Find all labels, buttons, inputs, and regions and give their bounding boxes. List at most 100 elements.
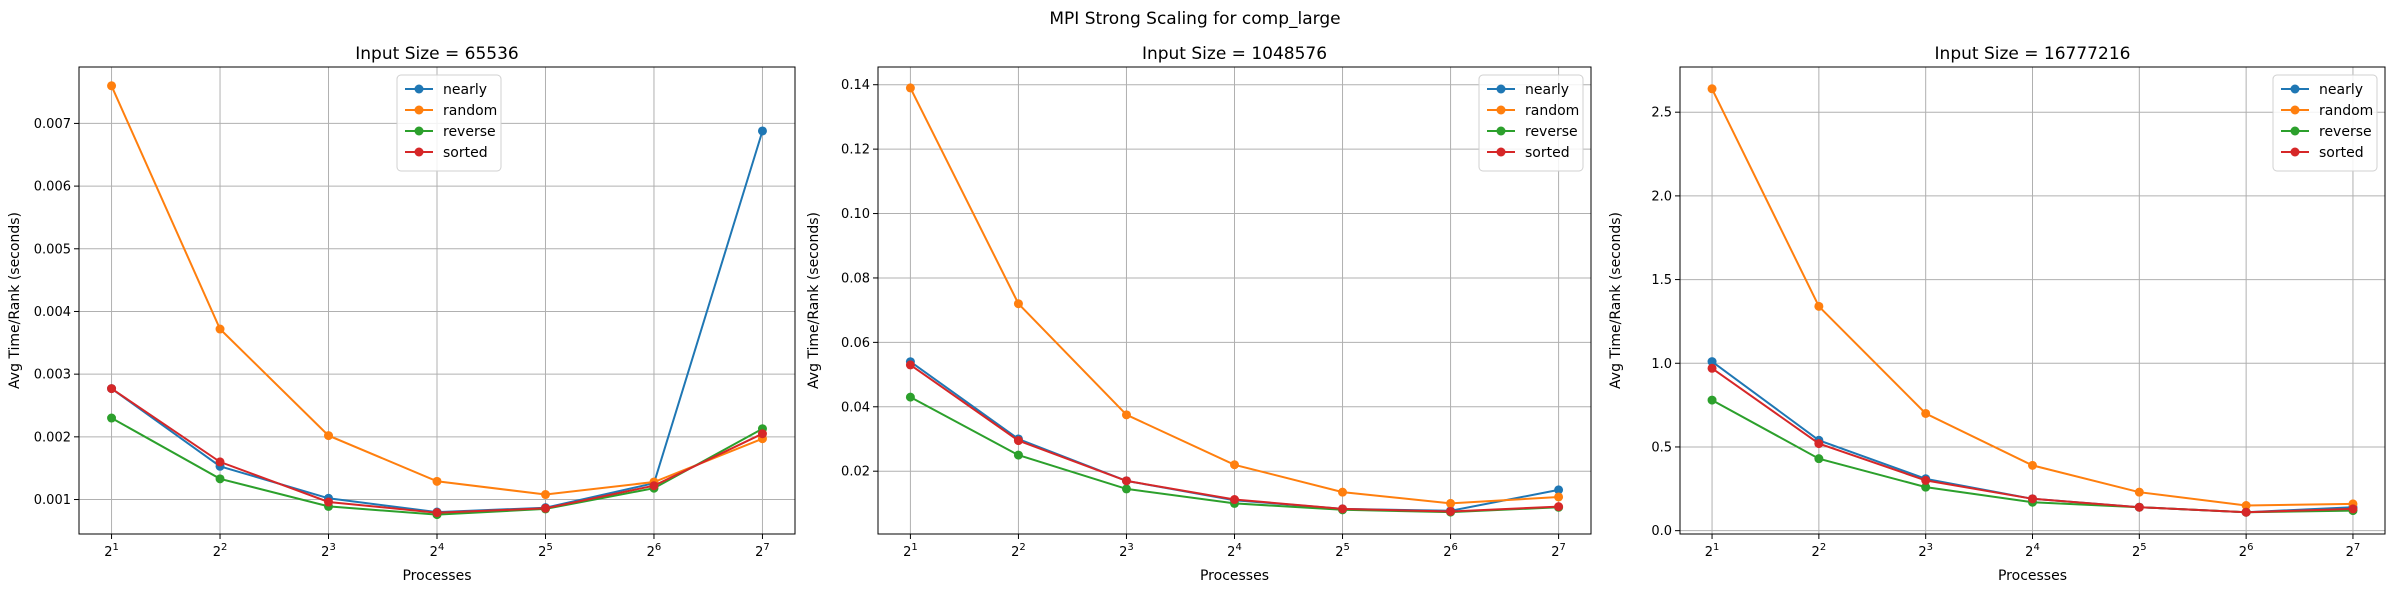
y-tick-label: 0.005 — [34, 242, 71, 257]
legend-marker-reverse — [2290, 126, 2300, 136]
chart-title: Input Size = 1048576 — [1142, 44, 1327, 64]
x-tick-label: 25 — [538, 542, 553, 560]
x-axis-label: Processes — [1200, 568, 1269, 584]
chart-panel-1: 21 22 23 24 25 26 27 0.001 0.002 0.003 0.004 0.005 0… — [7, 44, 796, 584]
y-tick-label: 0.006 — [34, 180, 71, 195]
legend-label-sorted: sorted — [1525, 145, 1570, 161]
data-point-sorted — [905, 360, 915, 370]
y-tick-label: 2.0 — [1651, 189, 1672, 204]
x-tick-label: 23 — [1918, 542, 1933, 560]
y-tick-label: 0.003 — [34, 368, 71, 383]
x-tick-label: 23 — [1119, 542, 1134, 560]
x-tick-label: 26 — [1443, 542, 1458, 560]
y-tick-label: 0.14 — [841, 78, 870, 93]
legend-marker-reverse — [414, 126, 424, 136]
chart-panel-2: 21 22 23 24 25 26 27 0.02 0.04 0.06 0.08 0.10 0.12 0.… — [806, 44, 1592, 584]
data-point-reverse — [215, 474, 225, 484]
y-tick-label: 1.5 — [1651, 273, 1672, 288]
data-point-sorted — [2028, 494, 2037, 504]
x-tick-label: 27 — [1551, 542, 1566, 560]
legend-label-random: random — [2319, 103, 2373, 119]
legend-marker-sorted — [1496, 147, 1506, 157]
data-point-random — [215, 324, 225, 334]
data-point-sorted — [2134, 502, 2144, 512]
x-tick-label: 23 — [321, 542, 336, 560]
data-point-sorted — [1707, 363, 1717, 373]
x-tick-label: 21 — [1705, 542, 1720, 560]
figure-title: MPI Strong Scaling for comp_large — [1049, 9, 1340, 29]
x-tick-label: 25 — [1335, 542, 1350, 560]
legend: nearly random reverse sorted — [396, 74, 502, 172]
legend-box — [2272, 74, 2378, 172]
data-point-random — [2241, 501, 2251, 511]
data-point-random — [432, 476, 442, 486]
data-point-sorted — [1446, 506, 1456, 516]
y-tick-label: 0.02 — [841, 465, 870, 480]
data-point-random — [905, 83, 915, 93]
legend-label-sorted: sorted — [443, 145, 488, 161]
x-tick-label: 22 — [1011, 542, 1026, 560]
data-point-sorted — [1814, 439, 1824, 449]
y-tick-label: 0.06 — [841, 336, 870, 351]
legend-label-random: random — [1525, 103, 1579, 119]
y-tick-label: 0.004 — [34, 305, 71, 320]
legend: nearly random reverse sorted — [2272, 74, 2378, 172]
x-tick-label: 27 — [2346, 542, 2361, 560]
y-tick-label: 0.001 — [34, 493, 71, 508]
data-point-reverse — [1013, 450, 1023, 460]
data-point-sorted — [1554, 502, 1564, 512]
data-point-random — [1121, 410, 1131, 420]
x-tick-label: 26 — [2239, 542, 2254, 560]
data-point-sorted — [1921, 475, 1931, 485]
legend-marker-random — [1496, 105, 1506, 115]
data-point-sorted — [324, 497, 334, 507]
data-point-sorted — [757, 429, 767, 439]
data-point-sorted — [1338, 504, 1348, 514]
legend-label-reverse: reverse — [1525, 124, 1578, 140]
legend-box — [396, 74, 502, 172]
y-tick-label: 0.002 — [34, 430, 71, 445]
y-tick-label: 0.5 — [1651, 440, 1672, 455]
x-tick-label: 26 — [647, 542, 662, 560]
data-point-random — [1554, 492, 1564, 502]
data-point-sorted — [107, 384, 117, 394]
data-point-nearly — [1554, 485, 1564, 495]
x-tick-label: 24 — [2025, 542, 2040, 560]
chart-title: Input Size = 65536 — [355, 44, 518, 64]
legend-marker-sorted — [2290, 147, 2300, 157]
legend-label-nearly: nearly — [2319, 82, 2363, 98]
x-tick-label: 21 — [903, 542, 918, 560]
y-axis-label: Avg Time/Rank (seconds) — [806, 212, 822, 389]
legend-marker-reverse — [1496, 126, 1506, 136]
data-point-random — [1446, 498, 1456, 508]
legend-label-random: random — [443, 103, 497, 119]
y-tick-label: 1.0 — [1651, 357, 1672, 372]
legend-label-nearly: nearly — [1525, 82, 1569, 98]
data-point-random — [1814, 301, 1824, 311]
data-point-sorted — [540, 503, 550, 513]
data-point-sorted — [432, 508, 442, 518]
x-tick-label: 21 — [104, 542, 119, 560]
data-point-sorted — [215, 457, 225, 467]
legend: nearly random reverse sorted — [1478, 74, 1584, 172]
data-point-random — [107, 81, 117, 91]
x-tick-label: 24 — [1227, 542, 1242, 560]
legend-label-reverse: reverse — [443, 124, 496, 140]
data-point-random — [2134, 487, 2144, 497]
legend-label-sorted: sorted — [2319, 145, 2364, 161]
data-point-random — [540, 490, 550, 500]
x-tick-label: 27 — [755, 542, 770, 560]
x-axis-label: Processes — [402, 568, 471, 584]
legend-marker-random — [414, 105, 424, 115]
y-tick-label: 0.0 — [1651, 524, 1672, 539]
legend-marker-nearly — [1496, 84, 1506, 94]
y-tick-label: 2.5 — [1651, 106, 1672, 121]
data-point-random — [1013, 299, 1023, 309]
data-point-sorted — [2241, 507, 2251, 517]
y-tick-label: 0.10 — [841, 207, 870, 222]
x-tick-label: 25 — [2132, 542, 2147, 560]
data-point-random — [2028, 460, 2037, 470]
data-point-reverse — [1121, 484, 1131, 494]
legend-label-reverse: reverse — [2319, 124, 2372, 140]
y-tick-label: 0.12 — [841, 143, 870, 158]
